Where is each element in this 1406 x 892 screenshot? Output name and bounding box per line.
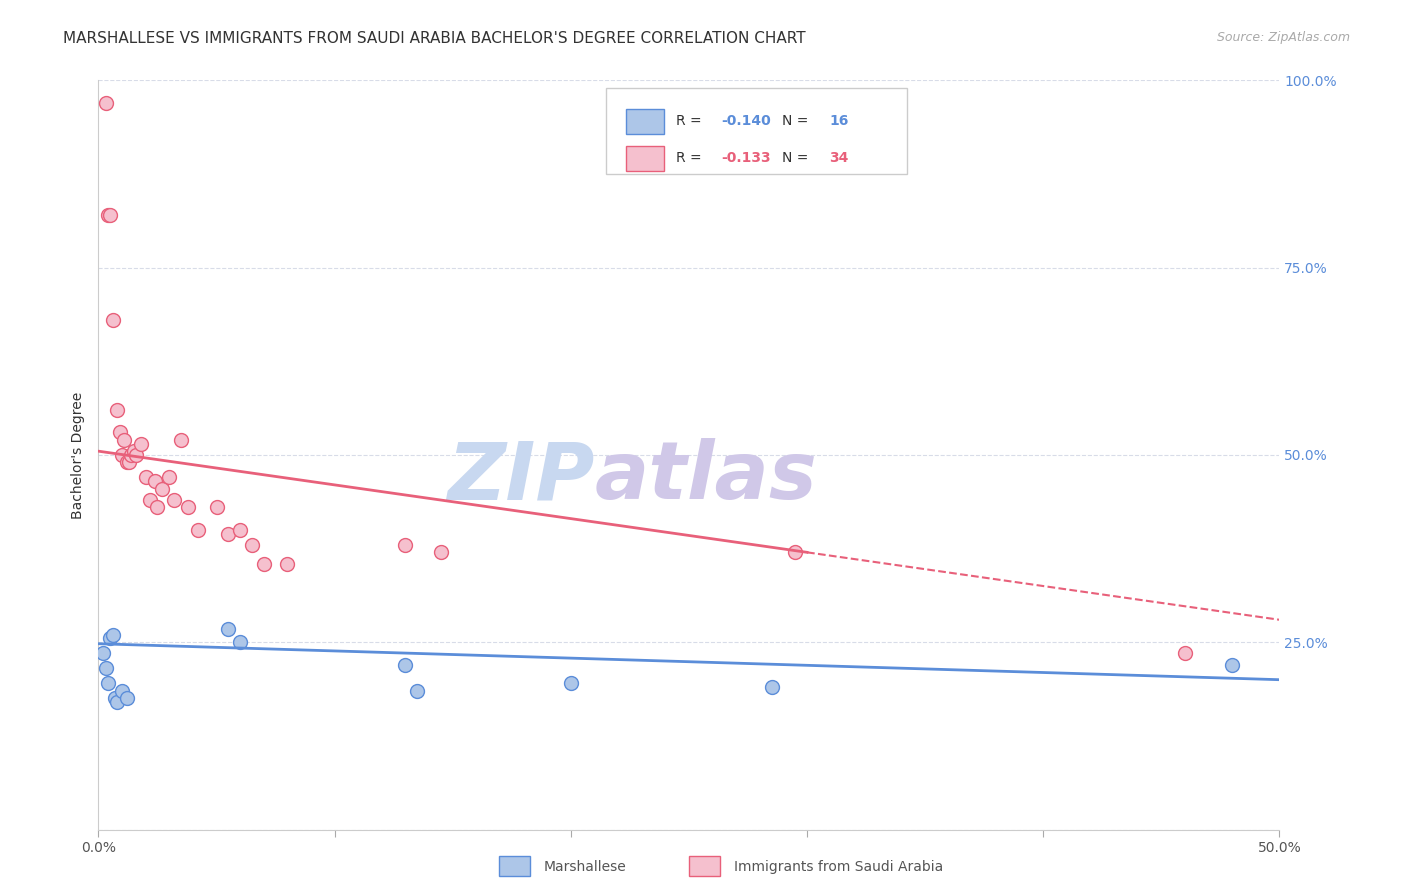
Point [135,470,157,484]
Point [240,538,263,552]
Point [785,545,807,559]
Point [111,684,134,698]
Point [276,557,298,571]
Text: Immigrants from Saudi Arabia: Immigrants from Saudi Arabia [734,860,943,874]
Point [177,500,200,515]
Text: R =: R = [676,114,706,128]
Point [1174,647,1197,661]
Point [187,523,209,537]
Text: N =: N = [782,152,813,165]
Text: 16: 16 [830,114,849,128]
Text: 34: 34 [830,152,849,165]
Text: MARSHALLESE VS IMMIGRANTS FROM SAUDI ARABIA BACHELOR'S DEGREE CORRELATION CHART: MARSHALLESE VS IMMIGRANTS FROM SAUDI ARA… [63,31,806,46]
Point [253,557,276,571]
Point [129,436,152,450]
Point [761,680,783,694]
Point [139,492,162,507]
Point [229,635,252,649]
Point [217,622,239,636]
Text: R =: R = [676,152,706,165]
Point [394,657,416,672]
FancyBboxPatch shape [606,87,907,174]
Text: -0.140: -0.140 [721,114,770,128]
Point [170,433,193,447]
Point [104,691,127,706]
Point [94,661,117,675]
Point [560,676,582,690]
Point [430,545,453,559]
Point [112,433,135,447]
Point [98,208,121,222]
FancyBboxPatch shape [626,145,664,171]
Point [101,628,124,642]
Point [122,444,145,458]
Text: N =: N = [782,114,813,128]
Point [406,684,429,698]
Point [229,523,252,537]
Point [1220,657,1243,672]
Point [94,95,117,110]
Point [157,470,180,484]
Point [97,208,120,222]
Point [105,695,128,709]
Text: -0.133: -0.133 [721,152,770,165]
Text: Source: ZipAtlas.com: Source: ZipAtlas.com [1216,31,1350,45]
Point [97,676,120,690]
Point [105,403,128,417]
Point [115,691,138,706]
Point [115,455,138,469]
Point [143,474,166,488]
Point [150,482,173,496]
Point [394,538,416,552]
Point [91,647,114,661]
Point [101,313,124,327]
Point [163,492,186,507]
Point [146,500,169,515]
Text: Marshallese: Marshallese [544,860,627,874]
Y-axis label: Bachelor's Degree: Bachelor's Degree [72,392,86,518]
FancyBboxPatch shape [626,109,664,134]
Text: ZIP: ZIP [447,438,595,516]
Point [205,500,228,515]
Point [118,455,141,469]
Point [217,526,239,541]
Point [98,632,121,646]
Point [111,448,134,462]
Point [121,448,143,462]
Text: atlas: atlas [595,438,817,516]
Point [125,448,148,462]
Point [108,425,131,440]
